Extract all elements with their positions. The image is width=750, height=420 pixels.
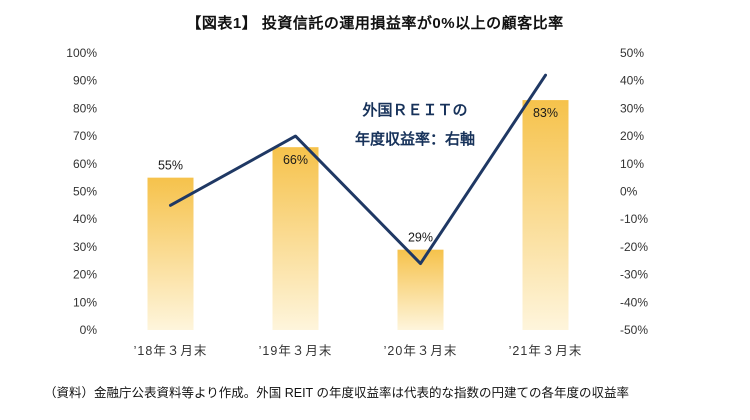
left-axis-tick: 40% xyxy=(73,212,97,226)
bar-label-0: 55% xyxy=(158,159,183,173)
right-axis-tick: 30% xyxy=(620,101,644,115)
left-axis-tick: 0% xyxy=(80,323,98,337)
right-axis-tick: -40% xyxy=(620,295,648,309)
x-axis-label-1: ’19年３月末 xyxy=(259,344,333,358)
chart-area: 0% 10% 20% 30% 40% 50% 60% 70% 80% 90% 100% -50% -40… xyxy=(0,38,750,388)
left-axis-tick: 20% xyxy=(73,268,97,282)
x-axis-label-0: ’18年３月末 xyxy=(134,344,208,358)
line-series-annotation: 外国ＲＥＩＴの 年度収益率：右軸 xyxy=(325,96,505,154)
right-axis-tick: 20% xyxy=(620,129,644,143)
left-axis-tick: 80% xyxy=(73,101,97,115)
left-axis-tick: 100% xyxy=(66,46,97,60)
bar-0 xyxy=(147,177,194,330)
annotation-line2: 年度収益率：右軸 xyxy=(354,131,475,148)
right-axis-tick: -30% xyxy=(620,268,648,282)
right-axis-tick: 10% xyxy=(620,157,644,171)
bar-label-2: 29% xyxy=(408,231,433,245)
right-axis-tick: -20% xyxy=(620,240,648,254)
right-axis-tick: 50% xyxy=(620,46,644,60)
left-axis-tick: 50% xyxy=(73,185,97,199)
left-axis-tick: 90% xyxy=(73,74,97,88)
right-axis-tick: 40% xyxy=(620,74,644,88)
bar-1 xyxy=(272,147,319,330)
chart-title: 【図表1】 投資信託の運用損益率が0%以上の顧客比率 xyxy=(186,15,564,32)
right-axis-tick: -50% xyxy=(620,323,648,337)
left-axis-tick: 60% xyxy=(73,157,97,171)
annotation-line1: 外国ＲＥＩＴの xyxy=(362,102,468,119)
source-footnote: （資料）金融庁公表資料等より作成。外国 REIT の年度収益率は代表的な指数の円… xyxy=(44,386,629,400)
bar-label-3: 83% xyxy=(533,106,558,120)
left-axis-tick: 70% xyxy=(73,129,97,143)
left-axis-tick: 30% xyxy=(73,240,97,254)
chart-svg: 0% 10% 20% 30% 40% 50% 60% 70% 80% 90% 100% -50% -40… xyxy=(66,46,648,358)
line-series xyxy=(169,73,547,266)
bar-3 xyxy=(522,100,569,330)
right-axis-tick: 0% xyxy=(620,185,638,199)
left-axis-tick: 10% xyxy=(73,295,97,309)
bar-label-1: 66% xyxy=(283,153,308,167)
x-axis-label-2: ’20年３月末 xyxy=(384,344,458,358)
x-axis-label-3: ’21年３月末 xyxy=(509,344,583,358)
right-axis-tick: -10% xyxy=(620,212,648,226)
